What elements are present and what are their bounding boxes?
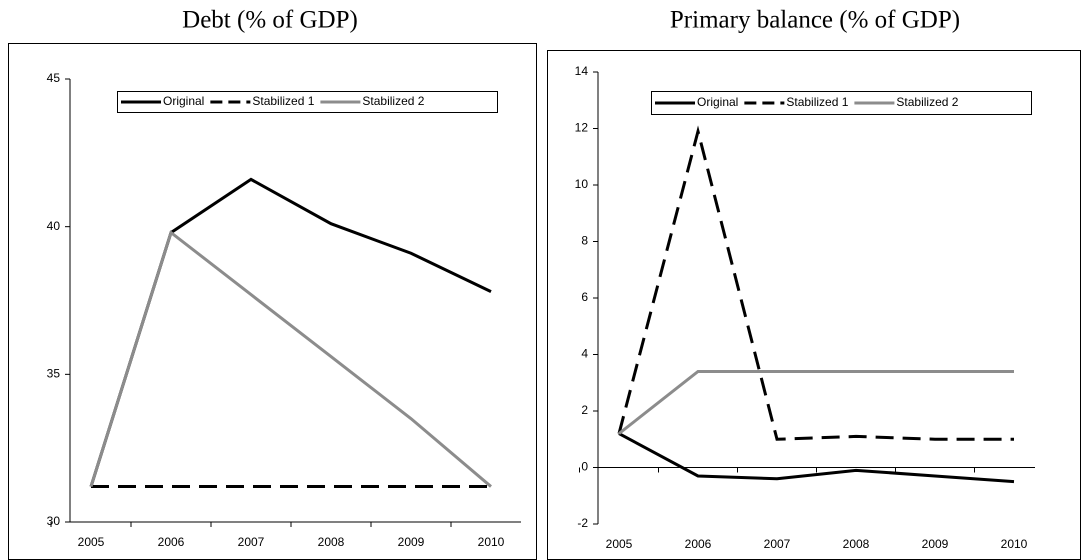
chart-frame (8, 43, 537, 560)
legend-label: Stabilized 1 (786, 95, 848, 109)
x-tick-label: 2010 (1001, 537, 1028, 551)
y-tick-label: 45 (47, 71, 61, 85)
chart-title: Primary balance (% of GDP) (670, 7, 960, 34)
y-tick-label: 10 (575, 177, 589, 191)
series-line (618, 432, 1015, 484)
chart-title: Debt (% of GDP) (182, 7, 358, 34)
series-line (89, 177, 492, 488)
legend-label: Stabilized 2 (362, 94, 424, 108)
y-tick-label: 6 (581, 290, 588, 304)
legend-label: Original (697, 95, 738, 109)
legend-label: Stabilized 1 (252, 94, 314, 108)
x-tick-label: 2010 (478, 535, 505, 549)
y-tick-label: 30 (47, 514, 61, 528)
x-tick-label: 2009 (398, 535, 425, 549)
x-tick-label: 2007 (238, 535, 265, 549)
y-tick-label: 35 (47, 367, 61, 381)
y-tick-label: 40 (47, 219, 61, 233)
x-tick-label: 2008 (843, 537, 870, 551)
series-line (617, 125, 1014, 441)
x-tick-label: 2005 (78, 535, 105, 549)
y-tick-label: 2 (581, 403, 588, 417)
chart-frame (547, 50, 1081, 560)
y-tick-label: -2 (577, 516, 588, 530)
y-tick-label: 4 (581, 347, 588, 361)
series-line (89, 230, 492, 488)
legend-label: Original (163, 94, 204, 108)
x-tick-label: 2009 (922, 537, 949, 551)
x-tick-label: 2005 (606, 537, 633, 551)
legend-box (651, 91, 1032, 115)
y-tick-label: 8 (581, 234, 588, 248)
x-tick-label: 2007 (764, 537, 791, 551)
x-tick-label: 2006 (158, 535, 185, 549)
series-line (618, 369, 1014, 435)
y-tick-label: 12 (575, 121, 589, 135)
legend-label: Stabilized 2 (896, 95, 958, 109)
legend-box (117, 91, 498, 113)
y-tick-label: 14 (575, 64, 589, 78)
y-tick-label: 0 (581, 460, 588, 474)
x-tick-label: 2008 (318, 535, 345, 549)
x-tick-label: 2006 (685, 537, 712, 551)
